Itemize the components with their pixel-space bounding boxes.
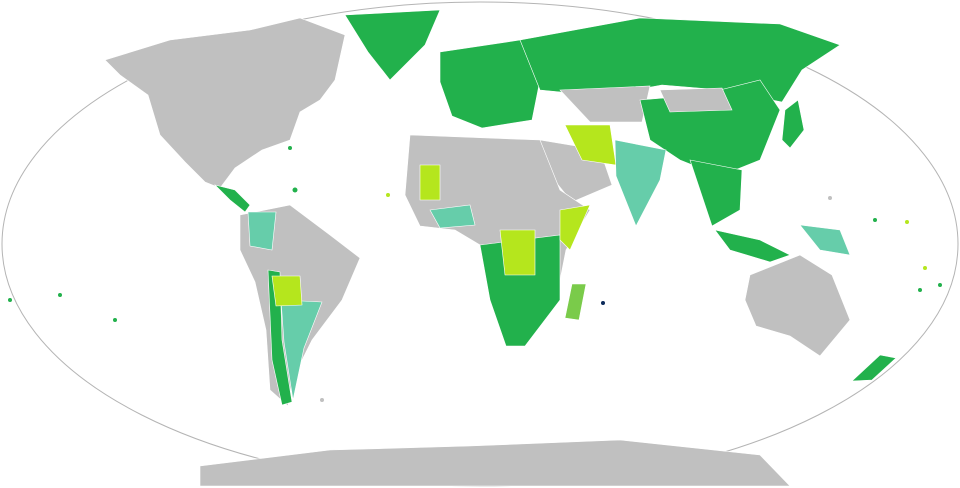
island bbox=[288, 146, 292, 150]
bolivia bbox=[271, 275, 303, 307]
india bbox=[614, 139, 667, 227]
island bbox=[828, 196, 832, 200]
greenland bbox=[344, 9, 441, 81]
island bbox=[386, 193, 390, 197]
indonesia bbox=[714, 229, 791, 263]
island bbox=[918, 288, 922, 292]
island bbox=[58, 293, 62, 297]
madagascar bbox=[564, 283, 587, 321]
island bbox=[923, 266, 927, 270]
new-zealand bbox=[851, 354, 897, 382]
central-asia bbox=[559, 85, 651, 123]
island bbox=[601, 301, 605, 305]
dr-congo bbox=[499, 229, 536, 276]
somalia bbox=[559, 204, 591, 251]
colombia bbox=[247, 211, 277, 251]
australia bbox=[744, 254, 851, 357]
central-america bbox=[214, 184, 251, 213]
argentina bbox=[280, 299, 323, 401]
island bbox=[292, 187, 298, 193]
island bbox=[8, 298, 12, 302]
island bbox=[938, 283, 942, 287]
island bbox=[905, 220, 909, 224]
southeast-asia bbox=[689, 159, 743, 227]
land-layer bbox=[104, 9, 897, 487]
west-africa bbox=[429, 204, 476, 229]
north-america bbox=[104, 17, 346, 189]
island bbox=[320, 398, 324, 402]
papua bbox=[799, 224, 851, 256]
island bbox=[113, 318, 117, 322]
chile bbox=[267, 269, 293, 406]
mali bbox=[419, 164, 441, 201]
mongolia bbox=[659, 87, 733, 113]
japan bbox=[781, 99, 805, 149]
antarctica bbox=[199, 439, 791, 487]
island-dots bbox=[8, 146, 942, 402]
island bbox=[873, 218, 877, 222]
